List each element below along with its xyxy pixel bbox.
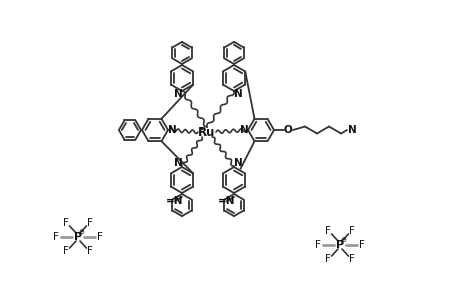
Text: P: P xyxy=(74,232,82,242)
Text: F: F xyxy=(53,232,59,242)
Text: ⊖: ⊖ xyxy=(78,229,84,235)
Text: P: P xyxy=(335,240,343,250)
Text: F: F xyxy=(348,254,354,264)
Text: F: F xyxy=(87,218,93,228)
Text: F: F xyxy=(314,240,320,250)
Text: Ru: Ru xyxy=(198,125,215,139)
Text: N: N xyxy=(347,125,356,135)
Text: N: N xyxy=(233,158,242,168)
Text: N: N xyxy=(167,125,176,135)
Text: N: N xyxy=(173,89,182,99)
Text: •: • xyxy=(198,124,203,134)
Text: =N: =N xyxy=(218,196,235,206)
Text: F: F xyxy=(324,226,330,236)
Text: F: F xyxy=(358,240,364,250)
Text: N: N xyxy=(239,125,248,135)
Text: F: F xyxy=(348,226,354,236)
Text: =N: =N xyxy=(166,196,183,206)
Text: F: F xyxy=(63,246,69,256)
Text: O: O xyxy=(283,125,292,135)
Text: F: F xyxy=(63,218,69,228)
Text: F: F xyxy=(97,232,103,242)
Text: N: N xyxy=(233,89,242,99)
Text: F: F xyxy=(87,246,93,256)
Text: F: F xyxy=(324,254,330,264)
Text: N: N xyxy=(173,158,182,168)
Text: ⊖: ⊖ xyxy=(340,236,346,242)
